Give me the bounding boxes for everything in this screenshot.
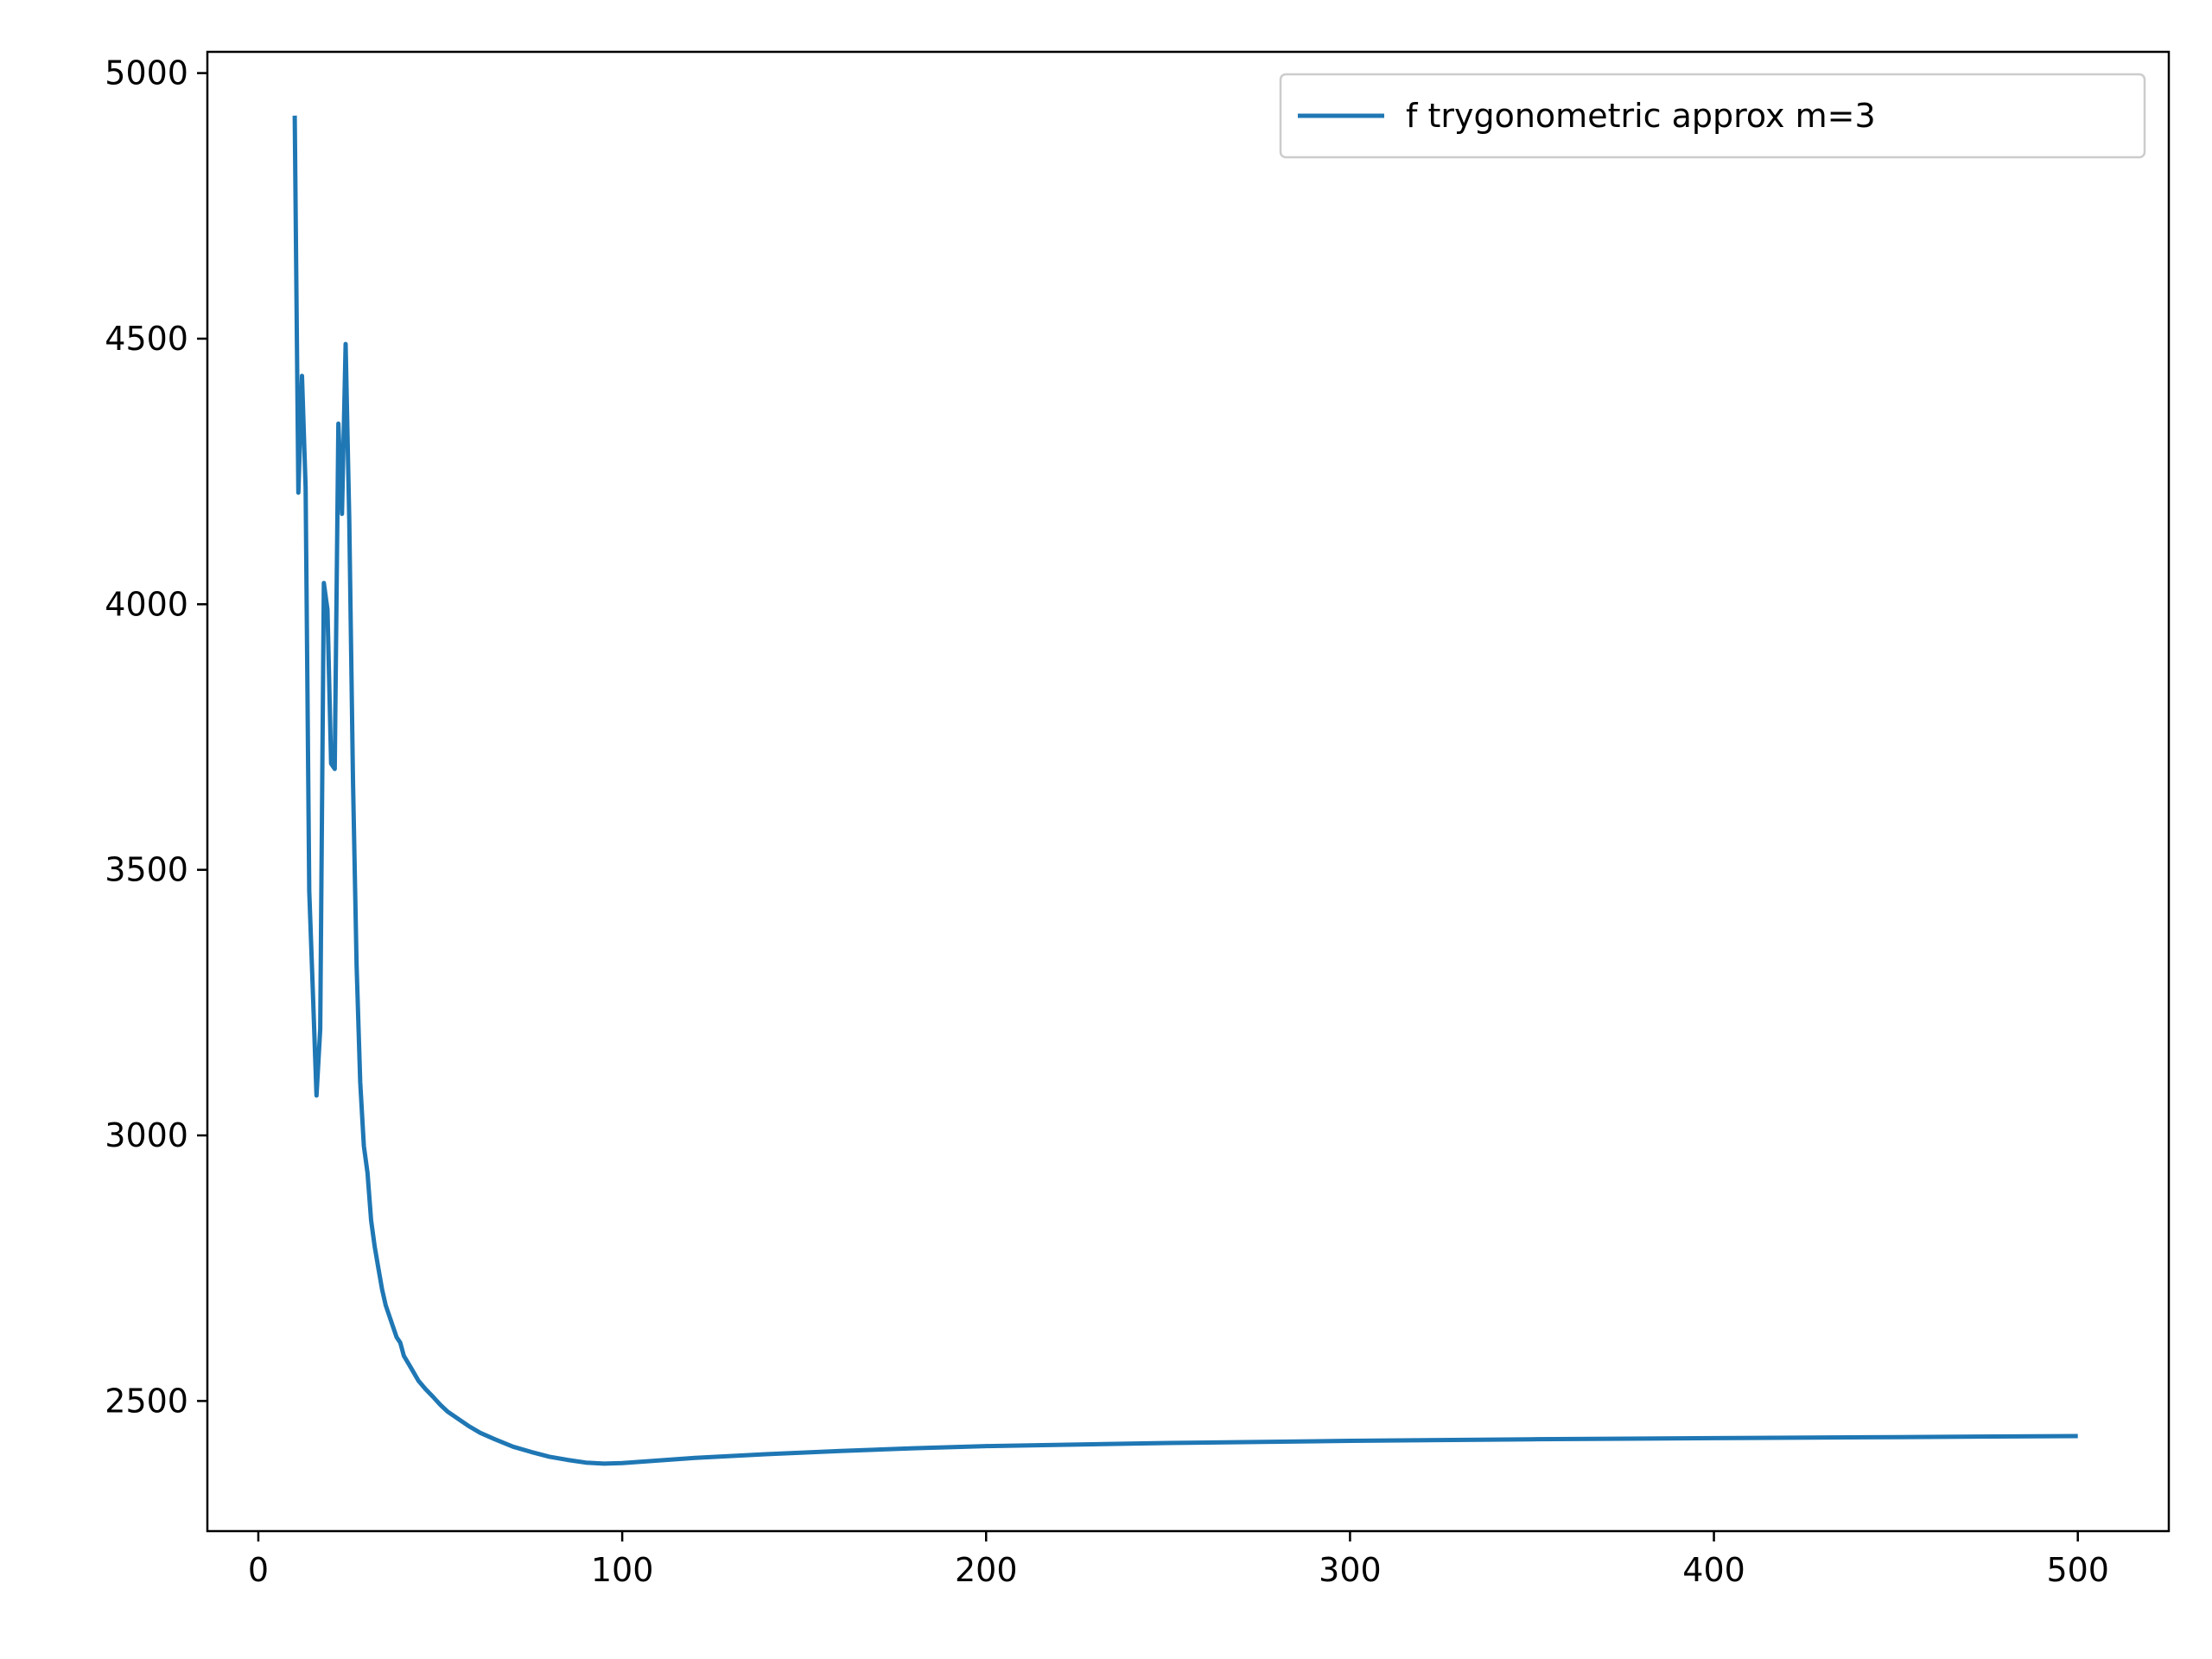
y-tick-label: 3000: [105, 1116, 188, 1154]
x-tick-label: 0: [248, 1551, 269, 1589]
y-tick-label: 4000: [105, 585, 188, 623]
x-tick-label: 200: [955, 1551, 1018, 1589]
y-tick-label: 3500: [105, 851, 188, 889]
legend-label: f trygonometric approx m=3: [1406, 97, 1876, 135]
series-line-0: [292, 115, 2078, 1466]
axes-frame: [206, 50, 2171, 1533]
legend-box: [1279, 73, 2146, 159]
x-tick-label: 100: [591, 1551, 654, 1589]
y-tick-label: 2500: [105, 1382, 188, 1420]
plot-area: 0 100 200 300 400 500 2500 3000 3500 4000 4500 500…: [105, 50, 2171, 1589]
x-tick-label: 400: [1682, 1551, 1745, 1589]
series-layer: [292, 115, 2078, 1466]
y-tick-label: 4500: [105, 320, 188, 358]
legend: f trygonometric approx m=3: [1279, 73, 2146, 159]
y-axis: 2500 3000 3500 4000 4500 5000: [105, 54, 207, 1420]
x-axis: 0 100 200 300 400 500: [248, 1531, 2109, 1589]
y-tick-label: 5000: [105, 54, 188, 92]
x-tick-label: 300: [1319, 1551, 1382, 1589]
x-tick-label: 500: [2046, 1551, 2109, 1589]
